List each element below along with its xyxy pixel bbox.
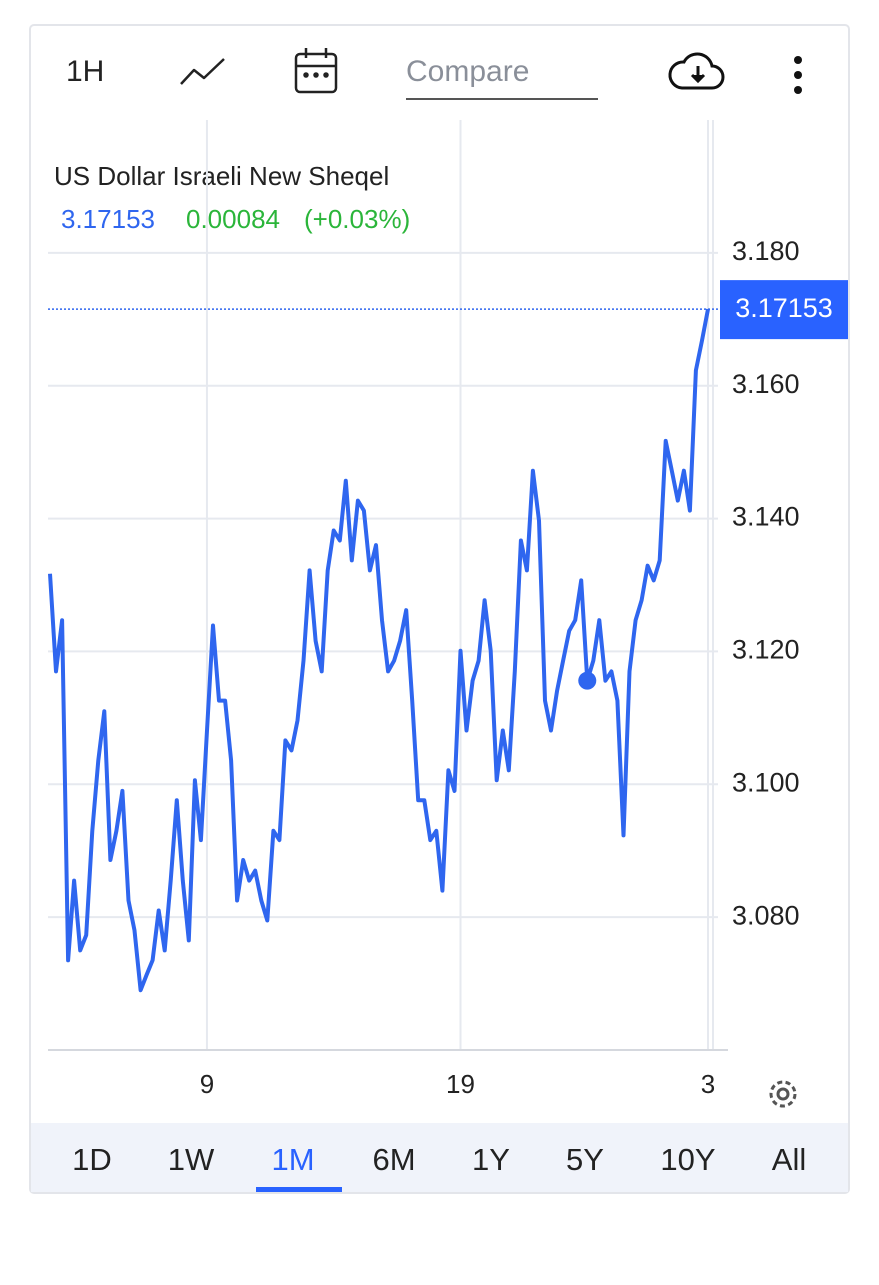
last-price-label: 3.17153 — [735, 293, 833, 323]
last-price-badge — [720, 280, 848, 340]
range-button[interactable]: 1M — [271, 1142, 314, 1177]
range-bar — [31, 1123, 848, 1192]
price-change-percent: (+0.03%) — [304, 204, 410, 234]
card — [29, 24, 850, 1194]
y-tick-label: 3.140 — [732, 502, 800, 532]
range-button[interactable]: 1D — [72, 1142, 112, 1177]
last-price: 3.17153 — [61, 204, 155, 234]
date-range-button[interactable] — [294, 48, 338, 94]
download-button[interactable] — [668, 52, 725, 90]
price-change: 0.00084 — [186, 204, 280, 234]
range-buttons: 1D 1W 1M 6M 1Y 5Y 10Y All — [72, 1142, 806, 1192]
range-button[interactable]: 5Y — [566, 1142, 604, 1177]
y-tick-label: 3.080 — [732, 900, 800, 930]
menu-button[interactable] — [794, 56, 802, 94]
settings-button[interactable] — [769, 1080, 797, 1108]
x-tick-label: 19 — [446, 1069, 475, 1099]
price-line — [48, 308, 710, 993]
x-tick-label: 9 — [200, 1069, 214, 1099]
range-button[interactable]: 10Y — [660, 1142, 715, 1177]
y-tick-label: 3.160 — [732, 369, 800, 399]
range-button[interactable]: 1W — [168, 1142, 215, 1177]
compare-input[interactable]: Compare — [406, 55, 529, 88]
hover-point — [578, 671, 597, 690]
plot-area: 9 19 3 3.080 3.100 3.120 3.140 3.160 3.180 3.1715… — [48, 120, 848, 1099]
interval-button[interactable]: 1H — [66, 55, 104, 88]
range-button[interactable]: All — [772, 1142, 806, 1177]
chart-title: US Dollar Israeli New Sheqel — [54, 161, 389, 191]
range-button[interactable]: 6M — [372, 1142, 415, 1177]
y-tick-label: 3.100 — [732, 767, 800, 797]
chart-type-button[interactable] — [180, 58, 225, 85]
x-tick-label: 3 — [701, 1069, 715, 1099]
y-tick-label: 3.120 — [732, 635, 800, 665]
y-tick-label: 3.180 — [732, 236, 800, 266]
range-button[interactable]: 1Y — [472, 1142, 510, 1177]
range-selected-underline — [256, 1187, 342, 1192]
